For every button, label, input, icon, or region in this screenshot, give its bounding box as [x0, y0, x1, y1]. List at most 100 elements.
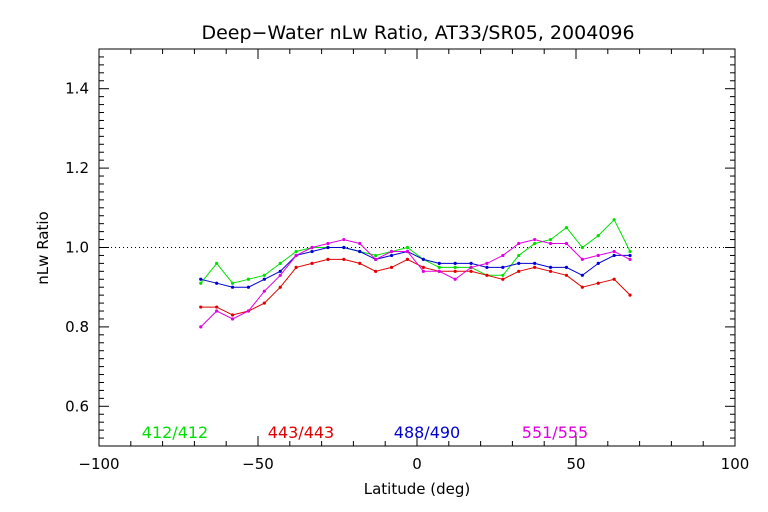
data-point — [485, 273, 489, 277]
legend-entry: 443/443 — [268, 423, 334, 442]
series-layer — [199, 218, 632, 329]
data-point — [405, 249, 410, 254]
data-point — [596, 261, 600, 265]
data-point — [469, 269, 473, 273]
data-point — [246, 285, 251, 289]
data-point — [548, 241, 553, 246]
x-tick-label: 50 — [566, 455, 585, 473]
data-point — [262, 273, 266, 277]
y-tick-label: 0.8 — [65, 318, 89, 336]
data-point — [389, 253, 394, 258]
data-point — [326, 245, 330, 250]
data-point — [612, 218, 616, 222]
data-point — [453, 261, 457, 265]
data-point — [310, 261, 314, 265]
data-point — [628, 257, 632, 262]
data-point — [389, 249, 394, 254]
data-point — [199, 325, 203, 329]
data-point — [453, 277, 457, 281]
x-tick-label: 0 — [412, 455, 422, 473]
series-488-490 — [199, 245, 632, 289]
data-point — [485, 265, 489, 269]
data-point — [533, 265, 537, 269]
data-point — [421, 257, 425, 262]
data-point — [501, 273, 505, 277]
legend-entry: 551/555 — [522, 423, 588, 442]
data-point — [215, 281, 219, 285]
data-point — [358, 249, 362, 254]
data-point — [564, 226, 569, 230]
data-point — [278, 273, 282, 277]
y-tick-label: 1.4 — [65, 80, 89, 98]
series-line — [200, 247, 631, 288]
data-point — [485, 261, 489, 265]
data-point — [278, 285, 282, 289]
data-point — [342, 245, 346, 250]
data-point — [580, 245, 584, 250]
data-point — [564, 265, 569, 269]
data-point — [548, 265, 553, 269]
data-point — [501, 265, 505, 269]
x-tick-label: 100 — [721, 455, 750, 473]
data-point — [262, 277, 266, 281]
data-point — [596, 233, 600, 238]
data-point — [358, 241, 362, 246]
y-tick-label: 0.6 — [65, 397, 89, 415]
data-point — [246, 309, 251, 313]
data-point — [469, 265, 473, 269]
data-point — [342, 257, 346, 262]
data-point — [580, 285, 584, 289]
data-point — [533, 237, 537, 242]
data-point — [453, 269, 457, 273]
y-tick-label: 1.0 — [65, 239, 89, 257]
data-point — [374, 257, 378, 262]
data-point — [326, 241, 330, 246]
x-axis: −100 −50 0 50 100 — [78, 49, 749, 473]
data-point — [294, 253, 298, 258]
data-point — [230, 281, 235, 285]
y-axis-label: nLw Ratio — [34, 211, 52, 284]
data-point — [628, 293, 632, 297]
data-point — [533, 261, 537, 265]
data-point — [294, 249, 298, 254]
y-axis: 0.6 0.8 1.0 1.2 1.4 — [65, 48, 735, 447]
data-point — [294, 265, 298, 269]
data-point — [612, 249, 616, 254]
chart-title: Deep−Water nLw Ratio, AT33/SR05, 2004096 — [201, 22, 634, 44]
data-point — [517, 269, 521, 273]
x-tick-label: −50 — [242, 455, 274, 473]
data-point — [230, 313, 235, 317]
data-point — [215, 309, 219, 313]
data-point — [310, 249, 314, 254]
legend-entry: 488/490 — [394, 423, 460, 442]
data-point — [230, 285, 235, 289]
data-point — [580, 257, 584, 262]
data-point — [453, 265, 457, 269]
data-point — [374, 269, 378, 273]
data-point — [469, 261, 473, 265]
data-point — [405, 257, 410, 262]
data-point — [342, 237, 346, 242]
data-point — [230, 317, 235, 321]
data-point — [596, 253, 600, 258]
data-point — [199, 281, 203, 285]
series-line — [200, 239, 631, 328]
data-point — [437, 261, 441, 265]
series-line — [200, 218, 631, 284]
data-point — [628, 249, 632, 254]
series-551-555 — [199, 237, 632, 329]
data-point — [612, 277, 616, 281]
data-point — [596, 281, 600, 285]
data-point — [262, 289, 266, 293]
x-axis-label: Latitude (deg) — [364, 480, 470, 498]
data-point — [437, 269, 441, 273]
y-tick-label: 1.2 — [65, 159, 89, 177]
data-point — [564, 241, 569, 246]
data-point — [548, 237, 553, 242]
data-point — [246, 277, 251, 281]
data-point — [517, 261, 521, 265]
data-point — [215, 261, 219, 265]
series-line — [200, 258, 631, 316]
data-point — [580, 273, 584, 277]
data-point — [278, 269, 282, 273]
